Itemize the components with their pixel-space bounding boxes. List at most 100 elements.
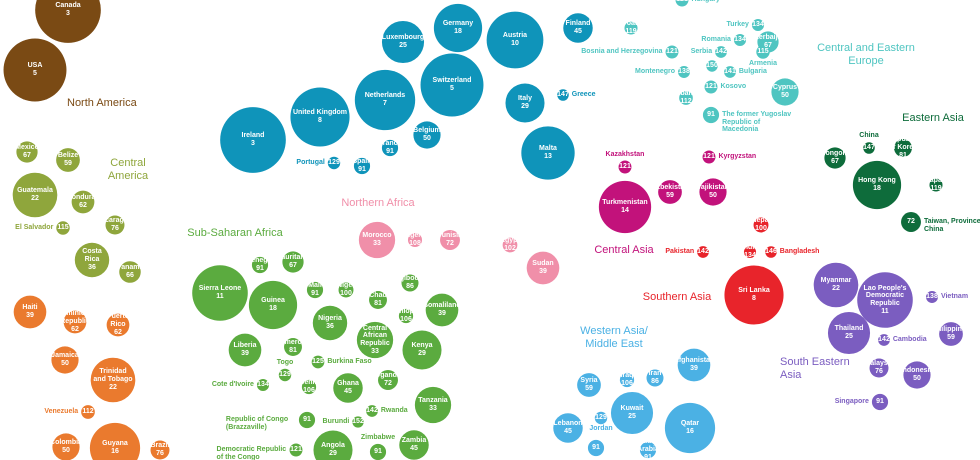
country-bubble — [557, 89, 569, 101]
country-value: 39 — [241, 349, 249, 357]
country-bubble — [675, 0, 689, 7]
bubble-label: 129 — [326, 157, 342, 169]
country-bubble — [697, 246, 709, 258]
country-name: Spain — [352, 158, 372, 166]
country-value: 121 — [666, 48, 678, 56]
bubble-label: 129 — [277, 369, 293, 381]
country-bubble — [298, 411, 316, 429]
country-bubble — [594, 411, 608, 425]
country-name: Taiwan, Province of China — [923, 218, 980, 233]
country-name: Nigeria — [318, 315, 342, 323]
country-name: Venezuela — [44, 408, 79, 415]
bubble-label: Malta 13 — [523, 126, 572, 179]
country-bubble — [664, 402, 716, 454]
country-bubble — [699, 178, 727, 206]
bubble-label: Guinea 18 — [251, 281, 295, 329]
country-value: 50 — [913, 374, 921, 382]
country-bubble — [502, 237, 518, 253]
country-name: Democratic Republic of the Congo (Kinsha… — [216, 446, 287, 460]
bubble-label: 121 — [288, 444, 304, 457]
country-value: 67 — [764, 41, 772, 49]
country-value: 91 — [358, 165, 366, 173]
country-value: 147 — [863, 144, 875, 152]
country-bubble — [824, 147, 846, 169]
country-value: 134 — [734, 36, 746, 44]
country-value: 125 — [312, 358, 324, 366]
country-bubble — [56, 221, 70, 235]
country-name: Uganda — [375, 372, 401, 380]
country-value: 100 — [755, 225, 767, 232]
bubble-label: 134 — [750, 19, 766, 31]
bubble-label: United Kingdom 8 — [293, 87, 347, 146]
bubble-label: 115 — [755, 45, 771, 58]
country-bubble — [715, 46, 727, 58]
bubble-label: Chad 81 — [369, 291, 387, 309]
bubble-label: Azerbaijan 67 — [750, 31, 785, 52]
country-bubble — [505, 83, 545, 123]
country-name: Kosovo — [720, 83, 747, 90]
country-value: 72 — [907, 218, 915, 226]
country-bubble — [679, 91, 693, 105]
country-name: Austria — [502, 32, 528, 40]
country-name: Serbia — [690, 48, 713, 55]
country-value: 67 — [831, 157, 839, 165]
country-bubble — [619, 372, 635, 388]
country-bubble — [81, 405, 95, 419]
country-value: 86 — [406, 282, 414, 290]
country-value: 66 — [126, 271, 134, 279]
country-bubble — [51, 346, 79, 374]
bubble-label: Ireland 3 — [223, 107, 283, 173]
country-value: 72 — [384, 379, 392, 387]
country-name: Dominican Republic — [57, 310, 93, 326]
bubble-label: 146 — [763, 246, 779, 258]
country-bubble — [63, 310, 87, 334]
country-bubble — [119, 261, 141, 283]
country-value: 25 — [399, 41, 407, 49]
bubble-label: 138 — [924, 291, 940, 303]
country-value: 106 — [400, 316, 412, 323]
bubble-label: Qatar 16 — [667, 403, 713, 453]
country-value: 91 — [311, 289, 319, 297]
bubble-label: Croatia 119 — [619, 20, 643, 35]
country-bubble — [71, 190, 95, 214]
country-name: China — [859, 132, 879, 140]
country-name: Kenya — [411, 342, 433, 350]
country-value: 115 — [757, 48, 769, 56]
country-value: 129 — [328, 159, 340, 167]
bubble-label: Belize 59 — [57, 148, 79, 172]
country-bubble — [871, 393, 889, 411]
country-bubble — [105, 215, 125, 235]
country-bubble — [939, 322, 963, 346]
country-value: 76 — [111, 224, 119, 232]
bubble-label: Iraq 106 — [619, 372, 635, 387]
bubble-label: 91 — [703, 107, 719, 123]
country-value: 91 — [374, 448, 382, 456]
country-bubble — [704, 80, 718, 94]
country-name: Senegal — [246, 257, 274, 265]
bubble-label: Honduras 62 — [67, 191, 100, 214]
country-bubble — [665, 45, 679, 59]
country-name: Kazakhstan — [605, 150, 645, 158]
region-label: South Eastern Asia — [780, 356, 850, 381]
country-bubble — [702, 150, 716, 164]
country-value: 29 — [329, 449, 337, 457]
bubble-label: Tunisia 72 — [438, 230, 462, 250]
country-name: Somaliland — [423, 302, 461, 310]
country-value: 86 — [651, 377, 659, 385]
country-name: Armenia — [748, 59, 777, 67]
country-value: 129 — [595, 414, 607, 422]
country-value: 112 — [680, 98, 692, 105]
country-bubble — [381, 20, 425, 64]
country-bubble — [12, 172, 58, 218]
bubble-label: Tanzania 33 — [416, 387, 449, 423]
country-bubble — [256, 378, 270, 392]
bubble-label: Cameroon 81 — [276, 338, 311, 356]
country-value: 91 — [707, 111, 715, 119]
country-value: 50 — [61, 359, 69, 367]
country-bubble — [577, 373, 601, 397]
country-value: 36 — [88, 263, 96, 271]
country-bubble — [398, 308, 414, 324]
country-value: 33 — [373, 239, 381, 247]
country-bubble — [301, 379, 317, 395]
